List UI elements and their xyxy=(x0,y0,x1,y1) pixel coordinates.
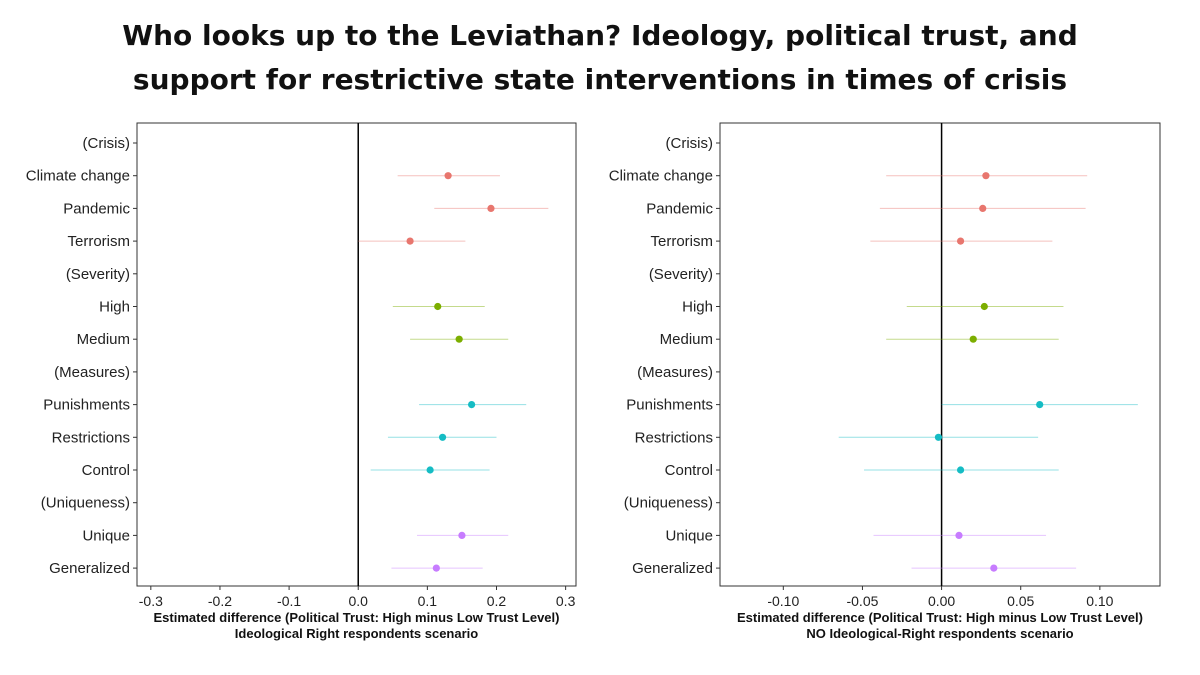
x-tick-label: -0.2 xyxy=(208,593,232,609)
y-tick-label: (Severity) xyxy=(649,266,713,283)
estimate-point xyxy=(438,433,447,441)
x-axis-sublabel: Ideological Right respondents scenario xyxy=(235,626,478,641)
x-tick-label: -0.05 xyxy=(846,593,878,609)
y-tick-label: Punishments xyxy=(626,397,713,414)
title-line-1: Who looks up to the Leviathan? Ideology,… xyxy=(122,19,1078,52)
estimate-point xyxy=(426,466,434,474)
y-tick-label: Restrictions xyxy=(52,429,130,446)
y-tick-label: Control xyxy=(665,462,713,479)
chart-title: Who looks up to the Leviathan? Ideology,… xyxy=(0,14,1200,102)
estimate-point xyxy=(979,204,987,212)
estimate-point xyxy=(432,564,440,572)
panel-frame xyxy=(719,122,1161,587)
estimate-point xyxy=(980,302,988,311)
x-tick-label: 0.0 xyxy=(348,593,368,609)
y-tick-label: Terrorism xyxy=(651,233,714,250)
y-tick-label: Medium xyxy=(77,331,130,348)
estimate-point xyxy=(956,237,965,245)
y-tick-label: (Severity) xyxy=(66,266,130,283)
estimate-point xyxy=(982,172,990,180)
y-tick-label: Generalized xyxy=(49,560,130,577)
estimate-point xyxy=(455,335,463,343)
x-tick-label: 0.1 xyxy=(418,593,438,609)
y-tick-label: Punishments xyxy=(43,397,130,414)
y-tick-label: Climate change xyxy=(609,168,713,185)
x-tick-label: 0.00 xyxy=(928,593,955,609)
panel-left: (Crisis) Climate change Pandemic Terrorism (… xyxy=(26,122,577,641)
estimate-point xyxy=(458,531,466,540)
estimate-point xyxy=(487,204,495,212)
x-axis-label: Estimated difference (Political Trust: H… xyxy=(154,610,560,625)
y-tick-label: High xyxy=(682,299,713,316)
y-tick-label: Restrictions xyxy=(635,429,713,446)
y-tick-label: Terrorism xyxy=(68,233,131,250)
y-tick-label: Pandemic xyxy=(646,200,713,217)
y-tick-label: (Measures) xyxy=(54,364,130,381)
estimate-point xyxy=(990,564,998,572)
estimate-point xyxy=(1036,401,1044,409)
estimate-point xyxy=(468,401,476,409)
y-tick-label: Unique xyxy=(665,527,713,544)
x-tick-label: -0.10 xyxy=(767,593,799,609)
estimate-point xyxy=(934,433,943,441)
y-tick-label: Pandemic xyxy=(63,200,130,217)
x-axis-sublabel: NO Ideological-Right respondents scenari… xyxy=(806,626,1073,641)
y-tick-label: Control xyxy=(82,462,130,479)
x-tick-label: -0.1 xyxy=(277,593,301,609)
estimate-point xyxy=(956,466,965,474)
estimate-point xyxy=(955,531,963,540)
y-tick-label: Climate change xyxy=(26,168,130,185)
x-tick-label: 0.2 xyxy=(487,593,507,609)
estimate-point xyxy=(969,335,977,343)
x-tick-label: 0.3 xyxy=(556,593,576,609)
y-tick-label: High xyxy=(99,299,130,316)
panel-frame xyxy=(136,122,577,587)
y-tick-label: (Crisis) xyxy=(666,135,713,152)
y-tick-label: (Crisis) xyxy=(83,135,130,152)
y-tick-label: Unique xyxy=(82,527,130,544)
y-tick-label: Medium xyxy=(660,331,713,348)
x-tick-label: 0.05 xyxy=(1007,593,1034,609)
x-tick-label: 0.10 xyxy=(1086,593,1113,609)
y-tick-label: Generalized xyxy=(632,560,713,577)
y-tick-label: (Measures) xyxy=(637,364,713,381)
x-axis-label: Estimated difference (Political Trust: H… xyxy=(737,610,1143,625)
estimate-point xyxy=(406,237,414,245)
x-tick-label: -0.3 xyxy=(139,593,163,609)
panel-right: (Crisis) Climate change Pandemic Terrorism (… xyxy=(609,122,1161,641)
y-tick-label: (Uniqueness) xyxy=(624,495,713,512)
title-line-2: support for restrictive state interventi… xyxy=(132,63,1068,96)
estimate-point xyxy=(444,172,452,180)
y-tick-label: (Uniqueness) xyxy=(41,495,130,512)
estimate-point xyxy=(434,302,442,311)
